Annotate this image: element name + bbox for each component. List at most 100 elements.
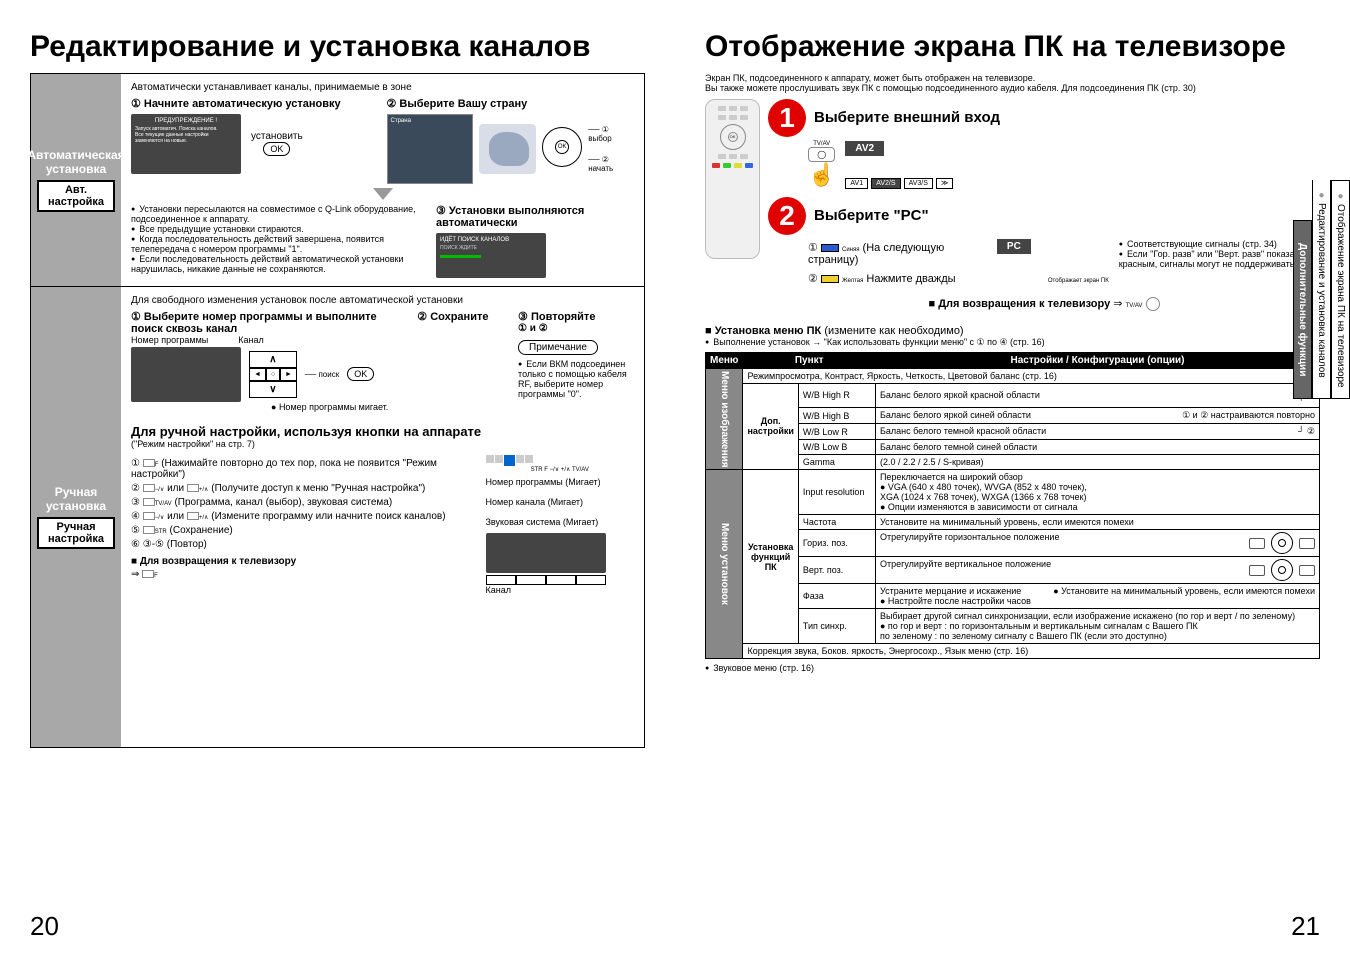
step-1-title: Выберите внешний вход <box>814 109 1000 126</box>
step-2-badge: 2 <box>768 197 806 235</box>
auto-side-sub: Авт. настройка <box>37 180 115 212</box>
intro-line-2: Вы также можете прослушивать звук ПК с п… <box>705 83 1320 93</box>
manual-intro: Для свободного изменения установок после… <box>131 295 634 306</box>
row-wb-high-b: W/B High B <box>798 408 875 424</box>
start-label: установить <box>251 131 303 142</box>
manual-row-2: (Получите доступ к меню "Ручная настройк… <box>211 483 425 494</box>
blue-button[interactable] <box>821 244 839 252</box>
manual-side-label: Ручная установка Ручная настройка <box>31 287 121 747</box>
auto-intro: Автоматически устанавливает каналы, прин… <box>131 82 634 93</box>
page-number-right: 21 <box>1291 911 1320 942</box>
footer-note: Звуковое меню (стр. 16) <box>705 663 1320 673</box>
ok-button[interactable]: OK <box>263 142 290 156</box>
menu-title: Установка меню ПК <box>715 325 822 337</box>
row-sync-type: Тип синхр. <box>798 609 875 644</box>
program-label: Номер программы <box>131 335 208 345</box>
manual-side-sub: Ручная настройка <box>37 517 115 549</box>
tab-more[interactable]: ≫ <box>936 178 953 189</box>
menu-note: (измените как необходимо) <box>824 325 963 337</box>
row-frequency: Частота <box>798 515 875 530</box>
europe-map <box>479 124 536 174</box>
manual-row-4: (Измените программу или начните поиск ка… <box>211 511 445 522</box>
step-1-badge: 1 <box>768 99 806 137</box>
yellow-button[interactable] <box>821 275 839 283</box>
return-label-left: Для возвращения к телевизору <box>140 556 296 567</box>
image-first-row: Режимпросмотра, Контраст, Яркость, Четко… <box>743 368 1320 383</box>
row-wb-low-r: W/B Low R <box>798 424 875 440</box>
auto-setup-section: Автоматическая установка Авт. настройка … <box>30 73 645 287</box>
manual-heading: Для ручной настройки, используя кнопки н… <box>131 424 634 439</box>
channel-label: Канал <box>238 335 263 345</box>
manual-row-6: (Повтор) <box>167 539 207 550</box>
auto-step-1: ① Начните автоматическую установку <box>131 97 379 110</box>
repeat-nums: ① и ② <box>518 323 634 334</box>
remote-control: OK <box>705 99 760 259</box>
manual-subheading: ("Режим настройки" на стр. 7) <box>131 439 634 449</box>
warning-screen: ПРЕДУПРЕЖДЕНИЕ ! Запуск автоматич. Поиск… <box>131 114 241 174</box>
manual-row-5: (Сохранение) <box>170 525 233 536</box>
manual-setup-section: Ручная установка Ручная настройка Для св… <box>30 287 645 748</box>
return-label-right: Для возвращения к телевизору <box>938 298 1110 310</box>
auto-step-2: ② Выберите Вашу страну <box>387 97 635 110</box>
color-bar-icons <box>486 455 533 466</box>
auto-bullet-3: Когда последовательность действий заверш… <box>131 234 428 254</box>
page-number-left: 20 <box>30 911 59 942</box>
manual-step-3: ③ Повторяйте <box>518 310 634 323</box>
th-options: Настройки / Конфигурации (опции) <box>875 352 1319 368</box>
manual-row-3: (Программа, канал (выбор), звуковая сист… <box>174 497 392 508</box>
left-title: Редактирование и установка каналов <box>30 30 645 65</box>
th-menu: Меню <box>706 352 743 368</box>
setup-last-row: Коррекция звука, Боков. яркость, Энергос… <box>743 644 1320 659</box>
ok-button-manual[interactable]: OK <box>347 367 374 381</box>
manual-step-2: ② Сохраните <box>417 310 510 323</box>
display-note: Отображает экран ПК <box>997 278 1109 284</box>
edge-tab-1: Отображение экрана ПК на телевизоре <box>1335 204 1346 388</box>
search-screen: ИДЁТ ПОИСК КАНАЛОВ ПОИСК ЖДИТЕ <box>436 233 546 278</box>
step-2-title: Выберите "PC" <box>814 207 929 224</box>
chan-label: Номер канала (Мигает) <box>486 497 635 507</box>
row-wb-low-b: W/B Low B <box>798 440 875 455</box>
image-group: Доп. настройки <box>743 383 798 470</box>
menu-line: Выполнение установок → "Как использовать… <box>705 337 1320 348</box>
auto-bullet-2: Все предыдущие установки стираются. <box>131 224 428 234</box>
arrow-down-icon <box>373 188 393 200</box>
row-phase: Фаза <box>798 584 875 609</box>
auto-side-text: Автоматическая установка <box>27 148 124 176</box>
row-wb-high-r: W/B High R <box>798 383 875 408</box>
pc-badge: PC <box>997 239 1031 254</box>
tab-av1[interactable]: AV1 <box>845 178 868 189</box>
tab-av3s[interactable]: AV3/S <box>904 178 933 189</box>
page-right: Отображение экрана ПК на телевизоре Экра… <box>675 0 1350 954</box>
setup-menu-label: Меню установок <box>706 470 743 659</box>
edge-tabs: ● Отображение экрана ПК на телевизоре ● … <box>1293 180 1350 399</box>
nav-pad[interactable]: OK <box>542 127 582 167</box>
page-left: Редактирование и установка каналов Автом… <box>0 0 675 954</box>
manual-side-text: Ручная установка <box>37 485 115 513</box>
manual-step-1: ① Выберите номер программы и выполните п… <box>131 310 409 335</box>
manual-note: Если ВКМ подсоединен только с помощью ка… <box>518 359 634 399</box>
auto-bullet-4: Если последовательность действий автомат… <box>131 254 428 274</box>
av2-badge: AV2 <box>845 141 884 156</box>
row-horiz-pos: Гориз. поз. <box>798 530 875 557</box>
sound-label: Звуковая система (Мигает) <box>486 517 635 527</box>
setup-group: Установка функций ПК <box>743 470 798 644</box>
manual-row-1: (Нажимайте повторно до тех пор, пока не … <box>131 458 437 480</box>
step2-bullet-2: Если "Гор. разв" или "Верт. разв" показа… <box>1119 249 1320 269</box>
tab-av2s[interactable]: AV2/S <box>871 178 900 189</box>
auto-bullet-1: Установки пересылаются на совместимое с … <box>131 204 428 224</box>
pc-menu-table: Меню Пункт Настройки / Конфигурации (опц… <box>705 352 1320 660</box>
auto-side-label: Автоматическая установка Авт. настройка <box>31 74 121 286</box>
note-badge: Примечание <box>518 340 598 355</box>
auto-step-3: ③ Установки выполняются автоматически <box>436 204 634 229</box>
intro-line-1: Экран ПК, подсоединенного к аппарату, мо… <box>705 73 1320 83</box>
row-input-res: Input resolution <box>798 470 875 515</box>
step2-bullet-1: Соответствующие сигналы (стр. 34) <box>1119 239 1320 249</box>
channel-text: Канал <box>486 585 635 595</box>
edge-tab-2: Редактирование и установка каналов <box>1316 203 1327 378</box>
th-item: Пункт <box>743 352 875 368</box>
pointer-icon: ☝ <box>808 162 835 187</box>
country-screen: Страна <box>387 114 473 184</box>
edge-tab-3: Дополнительные функции <box>1293 220 1312 399</box>
right-title: Отображение экрана ПК на телевизоре <box>705 30 1320 65</box>
image-menu-label: Меню изображения <box>706 368 743 470</box>
